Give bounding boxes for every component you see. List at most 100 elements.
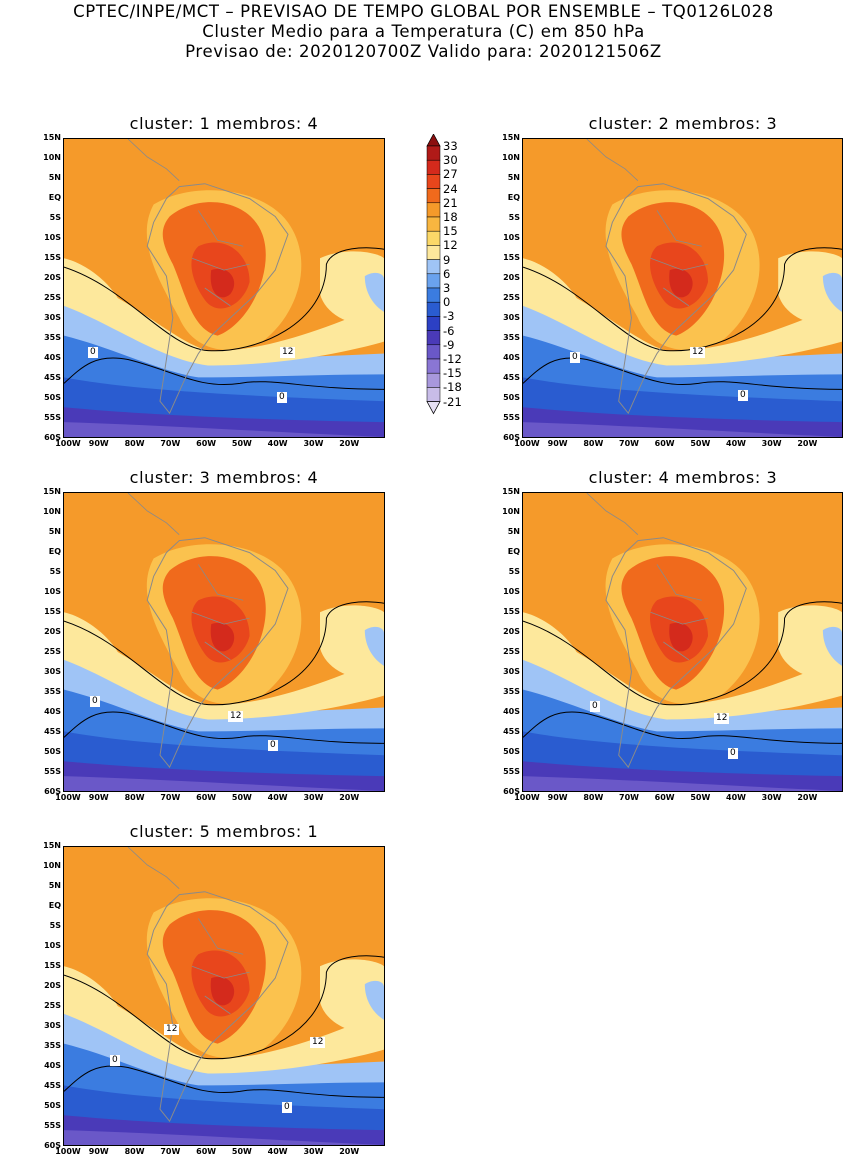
temperature-field	[64, 847, 384, 1145]
lat-tick-label: 45S	[503, 727, 520, 736]
lat-tick-label: 25S	[44, 1001, 61, 1010]
lat-tick-label: 25S	[503, 647, 520, 656]
lat-tick-label: 35S	[44, 333, 61, 342]
contour-label: 12	[714, 713, 730, 724]
lat-tick-label: 60S	[503, 433, 520, 442]
lat-tick-label: 5N	[48, 527, 61, 536]
lon-tick-label: 70W	[160, 439, 181, 448]
lon-tick-label: 50W	[231, 439, 252, 448]
lat-tick-label: EQ	[507, 547, 520, 556]
lat-tick-label: 30S	[44, 1021, 61, 1030]
lat-tick-label: 45S	[44, 373, 61, 382]
lat-tick-label: 25S	[503, 293, 520, 302]
lat-tick-label: 5N	[507, 527, 520, 536]
lat-tick-label: 45S	[44, 727, 61, 736]
colorbar-label: -12	[443, 352, 462, 366]
lon-tick-label: 20W	[797, 793, 818, 802]
lat-tick-label: 50S	[503, 747, 520, 756]
colorbar-label: 27	[443, 167, 458, 182]
lon-tick-label: 70W	[160, 793, 181, 802]
map-panel-3	[63, 492, 385, 792]
lat-tick-label: EQ	[48, 193, 61, 202]
lat-tick-label: 15S	[503, 607, 520, 616]
contour-label: 0	[282, 1102, 292, 1113]
contour-label: 0	[88, 347, 98, 358]
header-line-3: Previsao de: 2020120700Z Valido para: 20…	[185, 42, 662, 61]
temperature-field	[523, 139, 842, 437]
lat-tick-label: 10S	[503, 587, 520, 596]
contour-label: 0	[90, 696, 100, 707]
colorbar-label: 12	[443, 238, 458, 253]
lat-tick-label: 50S	[44, 393, 61, 402]
lat-tick-label: 10N	[43, 153, 61, 162]
lat-tick-label: 5N	[48, 881, 61, 890]
lon-tick-label: 60W	[654, 439, 675, 448]
lon-tick-label: 90W	[88, 793, 109, 802]
lon-tick-label: 20W	[339, 1147, 360, 1156]
lat-tick-label: 55S	[44, 413, 61, 422]
lat-tick-label: 35S	[503, 333, 520, 342]
colorbar-label: 18	[443, 210, 458, 224]
lat-tick-label: 10N	[43, 507, 61, 516]
colorbar-label: -9	[443, 337, 455, 352]
lat-tick-label: 15N	[43, 841, 61, 850]
lat-tick-label: 5N	[507, 173, 520, 182]
lat-tick-label: 50S	[503, 393, 520, 402]
panel-title-1: cluster: 1 membros: 4	[129, 114, 319, 133]
lat-tick-label: 15S	[44, 607, 61, 616]
lat-tick-label: 10S	[44, 233, 61, 242]
lat-tick-label: 50S	[44, 1101, 61, 1110]
colorbar-label: 24	[443, 181, 458, 196]
lat-tick-label: 55S	[44, 1121, 61, 1130]
lon-tick-label: 50W	[690, 793, 711, 802]
colorbar-label: -6	[443, 323, 455, 338]
colorbar-label: 33	[443, 139, 458, 153]
lon-tick-label: 60W	[196, 1147, 217, 1156]
lon-tick-label: 100W	[514, 439, 540, 448]
contour-label: 0	[110, 1055, 120, 1066]
lat-tick-label: 10N	[502, 507, 520, 516]
lat-tick-label: 10N	[502, 153, 520, 162]
colorbar-scale	[426, 133, 441, 415]
lon-tick-label: 50W	[231, 793, 252, 802]
lat-tick-label: 5S	[49, 213, 61, 222]
lat-tick-label: EQ	[48, 547, 61, 556]
colorbar-label: -18	[443, 380, 462, 395]
panel-title-2: cluster: 2 membros: 3	[588, 114, 778, 133]
contour-label: 0	[277, 392, 287, 403]
contour-label: 12	[280, 347, 296, 358]
lon-tick-label: 30W	[761, 439, 782, 448]
panel-title-3: cluster: 3 membros: 4	[129, 468, 319, 487]
lat-tick-label: 60S	[503, 787, 520, 796]
lon-tick-label: 80W	[583, 793, 604, 802]
lon-tick-label: 100W	[55, 439, 81, 448]
colorbar-label: -21	[443, 394, 462, 409]
lat-tick-label: 5S	[49, 567, 61, 576]
lat-tick-label: 55S	[503, 767, 520, 776]
panel-title-4: cluster: 4 membros: 3	[588, 468, 778, 487]
lat-tick-label: 10S	[503, 233, 520, 242]
lat-tick-label: 20S	[503, 273, 520, 282]
colorbar: 33 30 27 24 21 18 15 12 9 6 3 0 -3 -6 -9 -12 -15 -18 -21	[424, 133, 484, 444]
lon-tick-label: 60W	[654, 793, 675, 802]
lat-tick-label: 30S	[44, 313, 61, 322]
lat-tick-label: 55S	[503, 413, 520, 422]
lat-tick-label: EQ	[48, 901, 61, 910]
lon-tick-label: 40W	[267, 793, 288, 802]
lat-tick-label: 5S	[49, 921, 61, 930]
lat-tick-label: 45S	[503, 373, 520, 382]
lat-tick-label: 50S	[44, 747, 61, 756]
lat-tick-label: 45S	[44, 1081, 61, 1090]
contour-label: 12	[228, 711, 244, 722]
lat-tick-label: 55S	[44, 767, 61, 776]
lat-tick-label: 15S	[44, 961, 61, 970]
lon-tick-label: 90W	[547, 439, 568, 448]
lon-tick-label: 90W	[88, 439, 109, 448]
lat-tick-label: 60S	[44, 787, 61, 796]
lon-tick-label: 100W	[55, 793, 81, 802]
colorbar-label: 0	[443, 295, 451, 310]
lon-tick-label: 30W	[303, 439, 324, 448]
contour-label: 0	[728, 748, 738, 759]
contour-label: 12	[310, 1037, 326, 1048]
lon-tick-label: 30W	[303, 793, 324, 802]
